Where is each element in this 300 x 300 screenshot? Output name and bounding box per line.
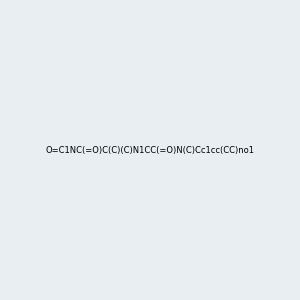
Text: O=C1NC(=O)C(C)(C)N1CC(=O)N(C)Cc1cc(CC)no1: O=C1NC(=O)C(C)(C)N1CC(=O)N(C)Cc1cc(CC)no…: [46, 146, 254, 154]
